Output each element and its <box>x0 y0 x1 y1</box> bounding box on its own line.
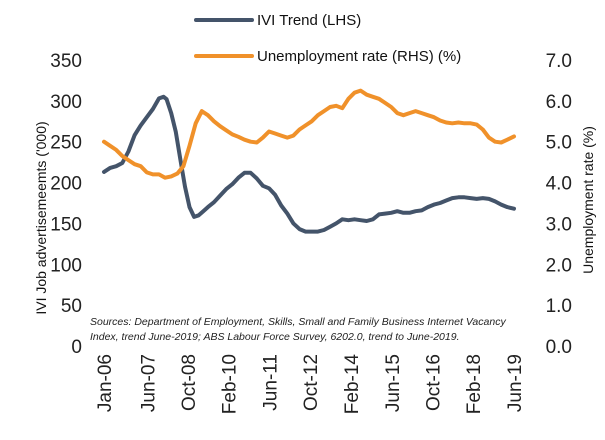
y-tick-right-label: 7.0 <box>546 51 572 72</box>
x-tick-label: Oct-08 <box>179 354 200 411</box>
y-axis-right: 0.0 1.0 2.0 3.0 4.0 5.0 6.0 7.0 <box>546 51 572 358</box>
y-tick-left-label: 300 <box>50 92 82 113</box>
y-tick-right-label: 0.0 <box>546 337 572 358</box>
source-note-line-1: Sources: Department of Employment, Skill… <box>90 316 506 328</box>
source-note: Sources: Department of Employment, Skill… <box>90 316 506 343</box>
y-tick-right-label: 6.0 <box>546 92 572 113</box>
y-tick-left-label: 250 <box>50 133 82 154</box>
y-axis-right-title: Unemployment rate (%) <box>580 126 596 274</box>
y-axis-left-title: IVI Job advertisemeemts ('000) <box>33 121 49 314</box>
y-tick-right-label: 1.0 <box>546 296 572 317</box>
legend-label-ivi: IVI Trend (LHS) <box>257 12 361 29</box>
y-tick-left-label: 150 <box>50 214 82 235</box>
y-axis-left: 0 50 100 150 200 250 300 350 <box>50 51 82 358</box>
x-tick-label: Jun-11 <box>261 354 282 411</box>
y-tick-left-label: 200 <box>50 174 82 195</box>
x-axis: Jan-06 Jun-07 Oct-08 Feb-10 Jun-11 Oct-12 Feb-… <box>95 354 526 415</box>
y-tick-right-label: 4.0 <box>546 174 572 195</box>
legend-label-unemployment: Unemployment rate (RHS) (%) <box>257 48 461 65</box>
series-group <box>102 88 516 234</box>
x-tick-label: Feb-18 <box>464 354 485 414</box>
x-tick-label: Jun-07 <box>138 354 159 412</box>
source-note-line-2: Index, trend June-2019; ABS Labour Force… <box>90 331 459 343</box>
x-tick-label: Feb-10 <box>220 354 241 414</box>
legend: IVI Trend (LHS) Unemployment rate (RHS) … <box>194 12 461 65</box>
y-tick-right-label: 3.0 <box>546 214 572 235</box>
x-tick-label: Oct-16 <box>423 354 444 411</box>
x-tick-label: Oct-12 <box>301 354 322 411</box>
y-tick-right-label: 5.0 <box>546 133 572 154</box>
y-tick-right-label: 2.0 <box>546 255 572 276</box>
x-tick-label: Feb-14 <box>342 354 363 415</box>
series-line-ivi-trend <box>102 94 516 234</box>
x-tick-label: Jan-06 <box>95 354 116 412</box>
y-tick-left-label: 100 <box>50 255 82 276</box>
y-tick-left-label: 0 <box>71 337 82 358</box>
y-tick-left-label: 50 <box>61 296 82 317</box>
series-line-unemployment-rate <box>102 88 516 180</box>
x-tick-label: Jun-15 <box>383 354 404 412</box>
y-tick-left-label: 350 <box>50 51 82 72</box>
x-tick-label: Jun-19 <box>505 354 526 412</box>
